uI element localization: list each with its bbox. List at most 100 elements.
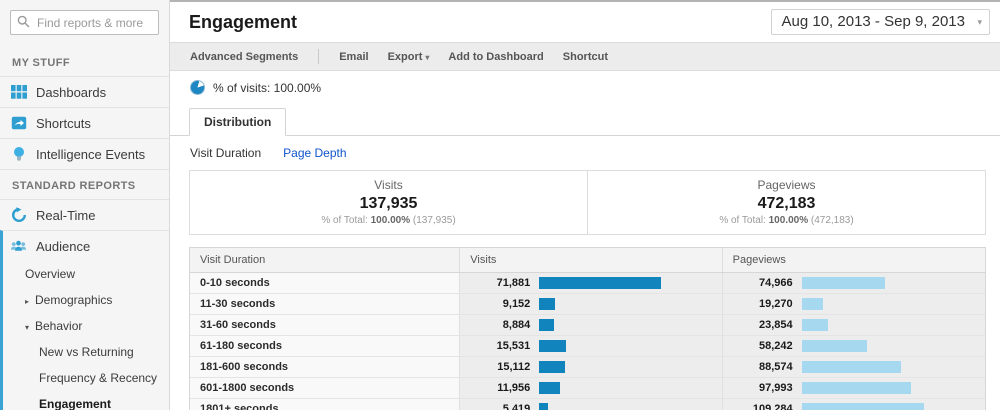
pageviews-cell: 74,966 [722, 273, 985, 293]
visits-summary: Visits 137,935 % of Total: 100.00% (137,… [190, 171, 588, 234]
table-row: 601-1800 seconds 11,956 97,993 [190, 377, 985, 398]
visits-value: 5,419 [502, 403, 531, 410]
sidebar-item-engagement[interactable]: Engagement [39, 397, 112, 410]
pageviews-value: 109,284 [752, 403, 793, 410]
real-time-icon [10, 207, 27, 223]
pageviews-cell: 109,284 [722, 399, 985, 410]
visits-bar [539, 403, 549, 410]
pageviews-summary: Pageviews 472,183 % of Total: 100.00% (4… [588, 171, 985, 234]
visits-value: 9,152 [502, 298, 531, 310]
pie-chart-icon [190, 80, 205, 95]
table-row: 31-60 seconds 8,884 23,854 [190, 314, 985, 335]
sidebar-item-label: Overview [25, 267, 76, 281]
tab-distribution[interactable]: Distribution [189, 108, 287, 136]
standard-reports-header: STANDARD REPORTS [0, 169, 169, 199]
chevron-down-icon: ▾ [977, 17, 982, 27]
visits-value: 8,884 [502, 319, 531, 331]
visits-cell: 15,112 [460, 357, 723, 377]
visits-cell: 8,884 [460, 315, 723, 335]
main-content: Engagement Aug 10, 2013 - Sep 9, 2013 ▾ … [170, 0, 1000, 410]
pageviews-cell: 23,854 [722, 315, 985, 335]
sidebar-item-intelligence-events[interactable]: Intelligence Events [0, 138, 169, 169]
metric-subnav: Visit Duration Page Depth [170, 136, 1000, 169]
sidebar-item-new-vs-returning[interactable]: New vs Returning [39, 345, 134, 359]
subnav-page-depth[interactable]: Page Depth [283, 146, 347, 160]
subnav-visit-duration[interactable]: Visit Duration [190, 146, 262, 160]
pageviews-cell: 19,270 [722, 294, 985, 314]
pageviews-bar [801, 361, 901, 373]
total-paren: (137,935) [412, 215, 456, 226]
sidebar-item-label: Behavior [35, 319, 83, 333]
visits-value: 11,956 [497, 382, 531, 394]
email-button[interactable]: Email [339, 50, 369, 63]
visits-cell: 5,419 [460, 399, 723, 410]
page-title: Engagement [189, 11, 298, 32]
total-percent: 100.00% [768, 215, 809, 226]
table-body: 0-10 seconds 71,881 74,966 11-30 seconds 9,1… [190, 273, 985, 410]
visit-duration-cell: 31-60 seconds [190, 315, 461, 335]
visits-cell: 71,881 [460, 273, 723, 293]
pageviews-summary-value: 472,183 [757, 195, 816, 212]
sidebar-item-frequency-recency[interactable]: Frequency & Recency [39, 371, 158, 385]
shortcuts-icon [10, 115, 27, 131]
expanded-arrow-icon: ▾ [25, 323, 30, 332]
lightbulb-icon [10, 146, 27, 162]
visits-bar [539, 298, 555, 310]
total-prefix: % of Total: [321, 215, 368, 226]
visit-duration-cell: 11-30 seconds [190, 294, 461, 314]
export-button[interactable]: Export ▾ [388, 51, 430, 63]
column-header-pageviews[interactable]: Pageviews [732, 254, 786, 266]
column-header-visits[interactable]: Visits [460, 248, 723, 272]
total-percent: 100.00% [370, 215, 411, 226]
visits-summary-total: % of Total: 100.00% (137,935) [190, 215, 587, 226]
visit-duration-cell: 61-180 seconds [190, 336, 461, 356]
visits-summary-value: 137,935 [359, 195, 418, 212]
sidebar-item-behavior[interactable]: ▾ Behavior [3, 313, 169, 339]
visits-bar [539, 277, 662, 289]
sidebar-item-overview[interactable]: Overview [3, 261, 169, 287]
my-stuff-header: MY STUFF [12, 57, 70, 69]
sidebar-item-label: Demographics [35, 293, 113, 307]
add-to-dashboard-button[interactable]: Add to Dashboard [448, 50, 544, 63]
visit-duration-cell: 0-10 seconds [190, 273, 461, 293]
dashboards-grid-icon [10, 84, 27, 100]
visits-cell: 9,152 [460, 294, 723, 314]
sidebar-item-audience[interactable]: Audience [3, 231, 169, 261]
visit-duration-cell: 1801+ seconds [190, 399, 461, 410]
table-row: 181-600 seconds 15,112 88,574 [190, 356, 985, 377]
table-row: 61-180 seconds 15,531 58,242 [190, 335, 985, 356]
export-label: Export [387, 50, 423, 63]
segment-indicator[interactable]: % of visits: 100.00% [170, 71, 1000, 103]
distribution-table: Visit Duration Visits Pageviews 0-10 sec… [189, 247, 986, 410]
shortcut-button[interactable]: Shortcut [562, 50, 608, 63]
sidebar: MY STUFF Dashboards Shortcuts Intelligen… [0, 0, 170, 410]
pageviews-cell: 97,993 [722, 378, 985, 398]
sidebar-item-demographics[interactable]: ▸ Demographics [3, 287, 169, 313]
sidebar-item-dashboards[interactable]: Dashboards [0, 76, 169, 107]
pageviews-value: 58,242 [758, 340, 793, 352]
summary-scorecard: Visits 137,935 % of Total: 100.00% (137,… [189, 170, 986, 235]
pageviews-value: 19,270 [758, 298, 793, 310]
sidebar-item-shortcuts[interactable]: Shortcuts [0, 107, 169, 138]
toolbar-divider [318, 49, 320, 64]
search-input[interactable] [10, 10, 159, 35]
sidebar-item-real-time[interactable]: Real-Time [0, 199, 169, 230]
audience-section: Audience Overview ▸ Demographics ▾ Behavio… [0, 230, 169, 410]
visits-value: 15,531 [496, 340, 531, 352]
table-row: 0-10 seconds 71,881 74,966 [190, 273, 985, 293]
pageviews-summary-total: % of Total: 100.00% (472,183) [588, 215, 985, 226]
pageviews-bar [801, 403, 924, 410]
pageviews-bar [801, 382, 912, 394]
pageviews-value: 23,854 [758, 319, 793, 331]
pageviews-bar [801, 319, 829, 331]
advanced-segments-button[interactable]: Advanced Segments [190, 50, 299, 63]
column-header-visit-duration[interactable]: Visit Duration [190, 248, 461, 272]
sidebar-item-label: Shortcuts [36, 115, 91, 131]
report-search [10, 10, 159, 35]
report-toolbar: Advanced Segments Email Export ▾ Add to D… [170, 42, 1000, 71]
visits-bar [539, 340, 566, 352]
visits-cell: 11,956 [460, 378, 723, 398]
segment-label: % of visits: 100.00% [213, 80, 322, 95]
date-range-selector[interactable]: Aug 10, 2013 - Sep 9, 2013 ▾ [770, 9, 990, 35]
